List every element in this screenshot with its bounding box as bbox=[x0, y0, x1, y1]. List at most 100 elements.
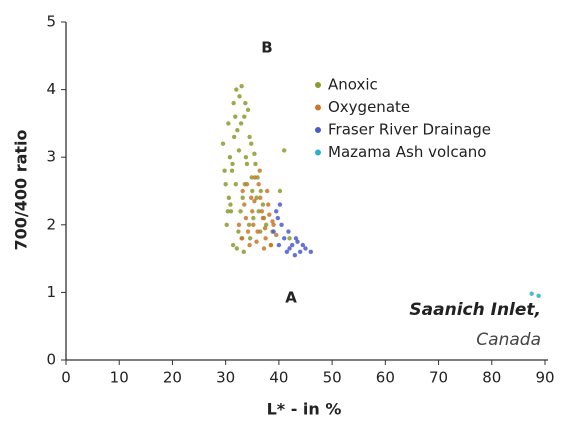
point bbox=[239, 84, 244, 89]
legend-label: Anoxic bbox=[328, 76, 378, 94]
point bbox=[241, 249, 246, 255]
point bbox=[224, 222, 229, 227]
point bbox=[235, 127, 240, 133]
point bbox=[264, 188, 270, 194]
point bbox=[233, 114, 238, 119]
point bbox=[243, 100, 248, 106]
x-tick-label: 60 bbox=[376, 369, 395, 387]
point bbox=[252, 175, 258, 180]
point bbox=[284, 249, 290, 255]
point bbox=[270, 219, 275, 224]
point bbox=[230, 242, 236, 248]
point bbox=[282, 148, 287, 153]
point bbox=[256, 182, 261, 187]
point bbox=[231, 100, 236, 106]
y-axis-label: 700/400 ratio bbox=[12, 129, 31, 250]
annotation: Saanich Inlet, bbox=[409, 300, 541, 320]
point bbox=[251, 215, 256, 221]
point bbox=[297, 249, 303, 255]
point bbox=[255, 229, 260, 234]
point bbox=[252, 151, 257, 157]
point bbox=[227, 155, 233, 160]
point bbox=[233, 182, 238, 187]
legend-marker bbox=[315, 82, 321, 88]
point bbox=[252, 198, 257, 204]
annotation: A bbox=[285, 289, 297, 307]
point bbox=[256, 209, 261, 214]
x-tick-label: 70 bbox=[429, 369, 448, 387]
point bbox=[231, 134, 237, 140]
point bbox=[260, 215, 266, 221]
point bbox=[529, 291, 534, 296]
point bbox=[244, 161, 250, 167]
point bbox=[274, 232, 279, 238]
point bbox=[536, 293, 541, 298]
legend-marker bbox=[315, 104, 321, 111]
point bbox=[258, 188, 263, 194]
x-tick-label: 30 bbox=[216, 369, 235, 387]
point bbox=[240, 188, 245, 194]
x-tick-label: 90 bbox=[535, 369, 554, 387]
point bbox=[292, 253, 298, 258]
point bbox=[228, 202, 233, 207]
point bbox=[271, 222, 276, 227]
point bbox=[234, 246, 240, 251]
x-tick-label: 10 bbox=[110, 369, 129, 387]
point bbox=[220, 141, 226, 146]
point bbox=[250, 209, 255, 214]
y-tick-label: 3 bbox=[46, 148, 56, 166]
point bbox=[279, 222, 284, 227]
point bbox=[271, 229, 276, 234]
point bbox=[247, 242, 252, 248]
point bbox=[226, 195, 232, 200]
point bbox=[303, 246, 308, 251]
point bbox=[236, 222, 242, 227]
legend-marker bbox=[315, 149, 321, 156]
point bbox=[223, 182, 228, 187]
point bbox=[286, 229, 291, 234]
x-tick-label: 80 bbox=[482, 369, 501, 387]
point bbox=[239, 236, 244, 241]
point bbox=[245, 107, 251, 113]
point bbox=[230, 161, 235, 167]
point bbox=[249, 195, 254, 200]
point bbox=[225, 209, 230, 214]
point bbox=[236, 229, 241, 234]
point bbox=[242, 202, 247, 207]
point bbox=[275, 215, 281, 221]
point bbox=[251, 222, 256, 227]
y-tick-label: 1 bbox=[46, 283, 56, 301]
point bbox=[258, 195, 263, 200]
legend-label: Mazama Ash volcano bbox=[328, 143, 486, 161]
point bbox=[240, 195, 245, 200]
point bbox=[289, 242, 295, 248]
point bbox=[242, 114, 247, 119]
point bbox=[234, 87, 239, 92]
point bbox=[229, 168, 235, 173]
legend-label: Fraser River Drainage bbox=[328, 121, 491, 139]
y-tick-label: 2 bbox=[46, 215, 56, 233]
y-tick-label: 4 bbox=[46, 80, 56, 98]
point bbox=[249, 175, 254, 180]
point bbox=[236, 148, 242, 153]
point bbox=[243, 155, 249, 160]
point bbox=[245, 229, 251, 234]
point bbox=[293, 236, 299, 241]
point bbox=[247, 134, 252, 140]
point bbox=[267, 212, 272, 217]
point bbox=[238, 121, 244, 126]
annotation: B bbox=[261, 39, 272, 57]
point bbox=[263, 222, 269, 227]
point bbox=[277, 188, 283, 194]
x-tick-label: 0 bbox=[61, 369, 71, 387]
y-tick-label: 5 bbox=[46, 13, 56, 31]
point bbox=[254, 195, 259, 200]
point bbox=[238, 209, 243, 214]
point bbox=[261, 246, 267, 251]
point bbox=[287, 246, 292, 251]
point bbox=[246, 222, 252, 227]
point bbox=[228, 209, 234, 214]
y-tick-label: 0 bbox=[46, 351, 56, 369]
point bbox=[253, 161, 258, 167]
point bbox=[263, 236, 268, 241]
